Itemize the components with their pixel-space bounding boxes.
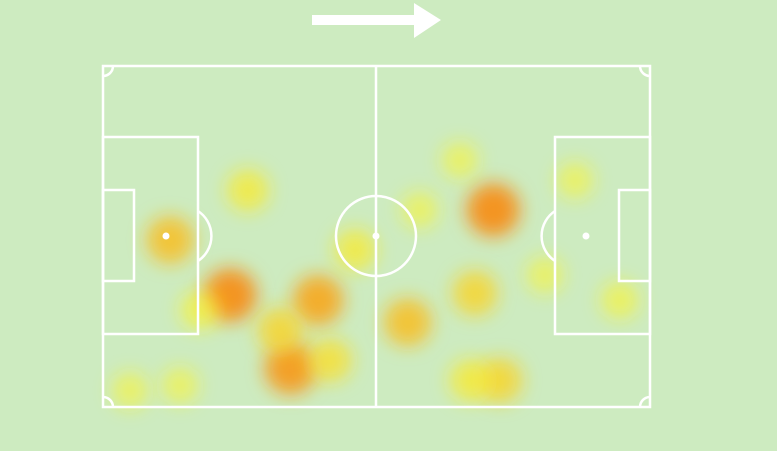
heat-spot — [600, 281, 639, 320]
corner-arc — [102, 65, 115, 78]
heat-spot — [401, 191, 438, 229]
heat-spot — [383, 298, 432, 347]
heat-spot — [452, 270, 498, 316]
penalty-spot-right — [582, 232, 590, 240]
heat-spot — [264, 342, 317, 395]
heat-spot — [556, 162, 594, 199]
penalty-arc-left — [197, 209, 213, 263]
heat-spot — [334, 229, 377, 272]
corner-arc — [102, 395, 115, 408]
arrow-head — [414, 3, 441, 38]
penalty-arc-right — [540, 209, 556, 263]
heat-spot — [308, 338, 352, 383]
heat-spot — [146, 216, 195, 264]
heat-spot — [161, 367, 199, 404]
heat-spot — [226, 169, 269, 212]
goal-area-right — [617, 188, 652, 283]
corner-arc — [638, 395, 651, 408]
heat-layer — [111, 142, 639, 409]
penalty-spot-left — [162, 232, 170, 240]
corner-arc — [638, 65, 651, 78]
heat-spot — [449, 359, 492, 402]
heat-spot — [441, 142, 479, 179]
center-circle — [334, 194, 418, 278]
direction-arrow — [312, 3, 441, 38]
center-spot — [372, 232, 380, 240]
heat-spot — [466, 183, 520, 237]
pitch — [101, 64, 652, 409]
arrow-shaft — [312, 15, 417, 25]
heat-spot — [477, 358, 523, 403]
goal-area-left — [101, 188, 136, 283]
heat-spot — [526, 256, 563, 294]
heat-spot — [111, 372, 149, 409]
heat-spot — [292, 274, 344, 326]
heat-spot — [180, 290, 220, 330]
heat-spot — [257, 307, 303, 353]
